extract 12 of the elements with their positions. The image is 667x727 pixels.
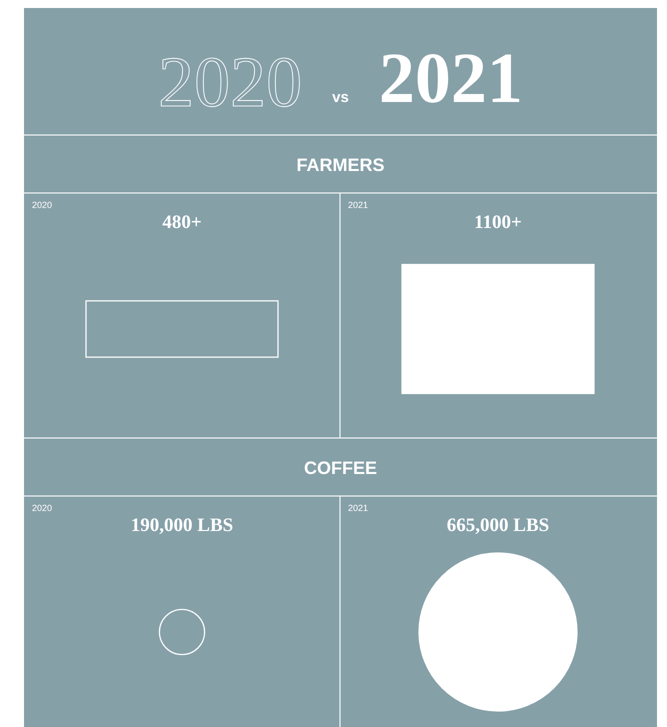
- category-label: 2021: [348, 503, 368, 513]
- category-label: 2020: [32, 200, 52, 210]
- category-label: 2021: [348, 200, 368, 210]
- category-label: 2020: [32, 503, 52, 513]
- category-label: 2020: [158, 42, 302, 122]
- text: FARMERS: [296, 155, 385, 175]
- data-label: 480+: [162, 212, 202, 233]
- data-label: 1100+: [474, 212, 522, 233]
- data-label: 190,000 LBS: [130, 515, 234, 536]
- text: COFFEE: [304, 458, 378, 478]
- data-label: 665,000 LBS: [446, 515, 550, 536]
- chart-title: vs 2021: [332, 38, 523, 118]
